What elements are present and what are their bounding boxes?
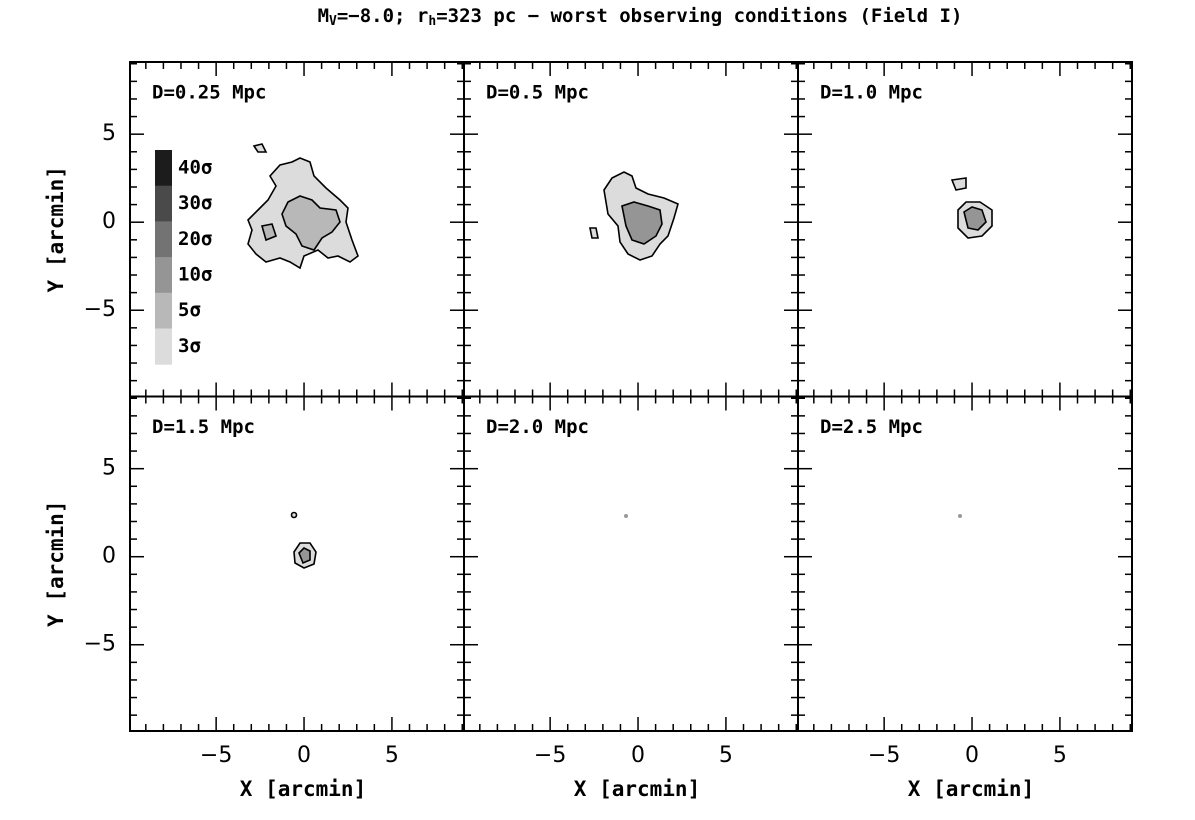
x-tick-label: −5 [200, 743, 232, 768]
title-part: V [329, 14, 337, 29]
contour [958, 514, 962, 518]
y-tick-label: 0 [102, 209, 116, 234]
contour [950, 177, 967, 191]
title-part: =−8.0; r [337, 5, 429, 27]
contour [624, 514, 628, 518]
x-tick-label: 0 [965, 743, 979, 768]
x-tick-label: 0 [631, 743, 645, 768]
legend-label: 20σ [178, 228, 212, 250]
title-part: M [318, 5, 329, 27]
legend-label: 10σ [178, 263, 212, 285]
title-part: h [428, 14, 436, 29]
contour [290, 511, 298, 519]
panel-label: D=1.0 Mpc [820, 82, 923, 104]
contour [621, 201, 663, 245]
panel-frame [463, 395, 799, 732]
contour [589, 227, 599, 239]
y-tick-label: 5 [102, 121, 116, 146]
panel-label: D=2.5 Mpc [820, 416, 923, 438]
legend-swatch [155, 150, 172, 187]
y-tick-label: 0 [102, 544, 116, 569]
y-tick-label: −5 [84, 632, 116, 657]
x-axis-label: X [arcmin] [908, 777, 1034, 801]
x-tick-label: 5 [385, 743, 399, 768]
x-tick-label: −5 [534, 743, 566, 768]
contour [963, 206, 987, 231]
title-part: =323 pc − worst observing conditions (Fi… [436, 5, 962, 27]
legend-label: 5σ [178, 299, 201, 321]
x-tick-label: −5 [868, 743, 900, 768]
y-axis-label: Y [arcmin] [44, 166, 68, 292]
x-tick-label: 0 [297, 743, 311, 768]
legend-swatch [155, 292, 172, 329]
panel-label: D=1.5 Mpc [152, 416, 255, 438]
legend-swatch [155, 221, 172, 258]
contour [298, 547, 311, 565]
y-tick-label: −5 [84, 297, 116, 322]
legend-swatch [155, 328, 172, 365]
legend-swatch [155, 257, 172, 294]
contour [252, 143, 268, 153]
legend-label: 30σ [178, 192, 212, 214]
y-tick-label: 5 [102, 456, 116, 481]
contour [281, 195, 341, 251]
chart-title: MV=−8.0; rh=323 pc − worst observing con… [318, 5, 963, 29]
x-axis-label: X [arcmin] [240, 777, 366, 801]
panel-label: D=2.0 Mpc [486, 416, 589, 438]
x-tick-label: 5 [719, 743, 733, 768]
legend-swatch [155, 185, 172, 222]
panel-label: D=0.25 Mpc [152, 82, 266, 104]
panel-label: D=0.5 Mpc [486, 82, 589, 104]
x-axis-label: X [arcmin] [574, 777, 700, 801]
legend-label: 40σ [178, 156, 212, 178]
contours [247, 143, 993, 569]
x-tick-label: 5 [1053, 743, 1067, 768]
panel-frame [797, 395, 1133, 732]
y-axis-label: Y [arcmin] [44, 501, 68, 627]
contour [260, 223, 277, 242]
legend-label: 3σ [178, 335, 201, 357]
